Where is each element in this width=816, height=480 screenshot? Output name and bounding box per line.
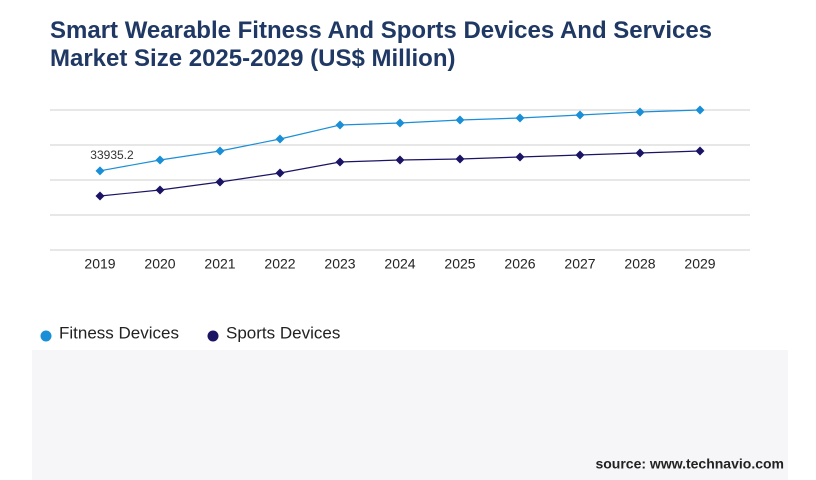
data-point	[155, 185, 165, 195]
data-point	[215, 177, 225, 187]
x-tick-label: 2020	[144, 256, 175, 272]
x-tick-label: 2019	[84, 256, 115, 272]
x-tick-label: 2023	[324, 256, 355, 272]
data-point	[395, 155, 405, 165]
data-point	[515, 152, 525, 162]
chart-title: Smart Wearable Fitness And Sports Device…	[50, 17, 712, 72]
legend-label: Sports Devices	[226, 323, 340, 342]
data-point	[635, 107, 645, 117]
legend-label: Fitness Devices	[59, 323, 179, 342]
data-label: 33935.2	[90, 148, 134, 162]
x-tick-label: 2028	[624, 256, 655, 272]
x-tick-label: 2029	[684, 256, 715, 272]
x-tick-label: 2022	[264, 256, 295, 272]
x-tick-label: 2024	[384, 256, 415, 272]
background-panel	[32, 350, 788, 480]
x-tick-label: 2021	[204, 256, 235, 272]
data-point	[335, 157, 345, 167]
data-point	[155, 155, 165, 165]
data-point	[515, 113, 525, 123]
data-point	[335, 120, 345, 130]
data-point	[635, 148, 645, 158]
data-point	[95, 166, 105, 176]
data-point	[215, 146, 225, 156]
data-point	[275, 168, 285, 178]
x-tick-label: 2027	[564, 256, 595, 272]
data-point	[455, 115, 465, 125]
data-point	[575, 150, 585, 160]
data-point	[275, 134, 285, 144]
x-tick-label: 2025	[444, 256, 475, 272]
data-point	[95, 191, 105, 201]
legend-marker	[40, 330, 52, 342]
data-point	[575, 110, 585, 120]
legend-marker	[207, 330, 219, 342]
x-tick-label: 2026	[504, 256, 535, 272]
data-point	[455, 154, 465, 164]
data-point	[695, 146, 705, 156]
source: source: www.technavio.com	[595, 456, 784, 472]
data-point	[395, 118, 405, 128]
data-point	[695, 105, 705, 115]
